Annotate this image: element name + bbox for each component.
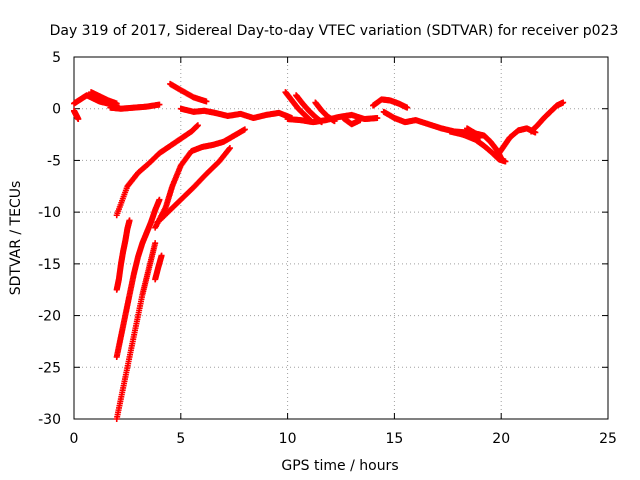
y-tick-label: -20 bbox=[38, 309, 61, 325]
grid-lines bbox=[74, 57, 608, 419]
y-tick-label: -5 bbox=[47, 153, 61, 169]
x-tick-label: 15 bbox=[385, 431, 403, 447]
data-point bbox=[331, 118, 338, 125]
series-arc-3 bbox=[71, 107, 82, 123]
y-tick-label: 0 bbox=[52, 102, 61, 118]
x-tick-label: 10 bbox=[279, 431, 297, 447]
series-arc-5 bbox=[167, 80, 210, 105]
x-tick-label: 5 bbox=[176, 431, 185, 447]
data-point bbox=[357, 117, 364, 124]
data-point bbox=[152, 240, 159, 247]
series-arc-2 bbox=[88, 89, 120, 107]
series-arc-4 bbox=[107, 101, 163, 112]
y-tick-label: -15 bbox=[38, 257, 61, 273]
series-arc-23 bbox=[152, 126, 248, 231]
x-axis-label: GPS time / hours bbox=[281, 458, 398, 474]
data-point bbox=[498, 155, 505, 162]
series-arc-10 bbox=[312, 99, 338, 125]
series-arc-18 bbox=[113, 122, 201, 219]
data-point bbox=[318, 119, 325, 126]
series-arc-19 bbox=[113, 217, 133, 293]
series-arc-17 bbox=[528, 99, 567, 135]
chart-title: Day 319 of 2017, Sidereal Day-to-day VTE… bbox=[50, 23, 619, 39]
series-arc-12 bbox=[370, 96, 411, 111]
series-arc-16 bbox=[493, 125, 539, 160]
data-point bbox=[404, 104, 411, 111]
data-point bbox=[374, 115, 381, 122]
series-arc-21 bbox=[113, 240, 159, 422]
data-point bbox=[158, 252, 165, 259]
data-point bbox=[156, 101, 163, 108]
series-arc-9 bbox=[293, 92, 325, 126]
y-tick-label: -30 bbox=[38, 412, 61, 428]
series-arc-20 bbox=[113, 196, 163, 360]
series-arc-11 bbox=[340, 115, 364, 128]
x-tick-label: 0 bbox=[70, 431, 79, 447]
tick-labels: 0 5 10 15 20 25 5 0 -5 -10 -15 -20 -25 -30 bbox=[38, 50, 617, 447]
data-point bbox=[75, 116, 82, 123]
plot-frame bbox=[73, 56, 609, 420]
data-point bbox=[156, 196, 163, 203]
x-tick-label: 25 bbox=[599, 431, 617, 447]
data-point bbox=[126, 217, 133, 224]
series-arc-14 bbox=[446, 128, 509, 165]
data-point bbox=[226, 145, 233, 152]
data-point bbox=[194, 122, 201, 129]
y-axis-label: SDTVAR / TECUs bbox=[8, 181, 24, 296]
y-tick-label: -25 bbox=[38, 360, 61, 376]
y-tick-label: 5 bbox=[52, 50, 61, 66]
series-arc-24 bbox=[154, 145, 233, 226]
series-arc-8 bbox=[282, 89, 315, 125]
data-point bbox=[308, 118, 315, 125]
series-arc-22 bbox=[152, 252, 165, 283]
data-point bbox=[241, 126, 248, 133]
data-point bbox=[203, 98, 210, 105]
y-tick-label: -10 bbox=[38, 205, 61, 221]
data-points bbox=[71, 80, 567, 422]
data-point bbox=[502, 158, 509, 165]
data-point bbox=[560, 99, 567, 106]
axis-ticks bbox=[73, 56, 609, 420]
x-tick-label: 20 bbox=[492, 431, 510, 447]
series-arc-6 bbox=[177, 105, 295, 122]
